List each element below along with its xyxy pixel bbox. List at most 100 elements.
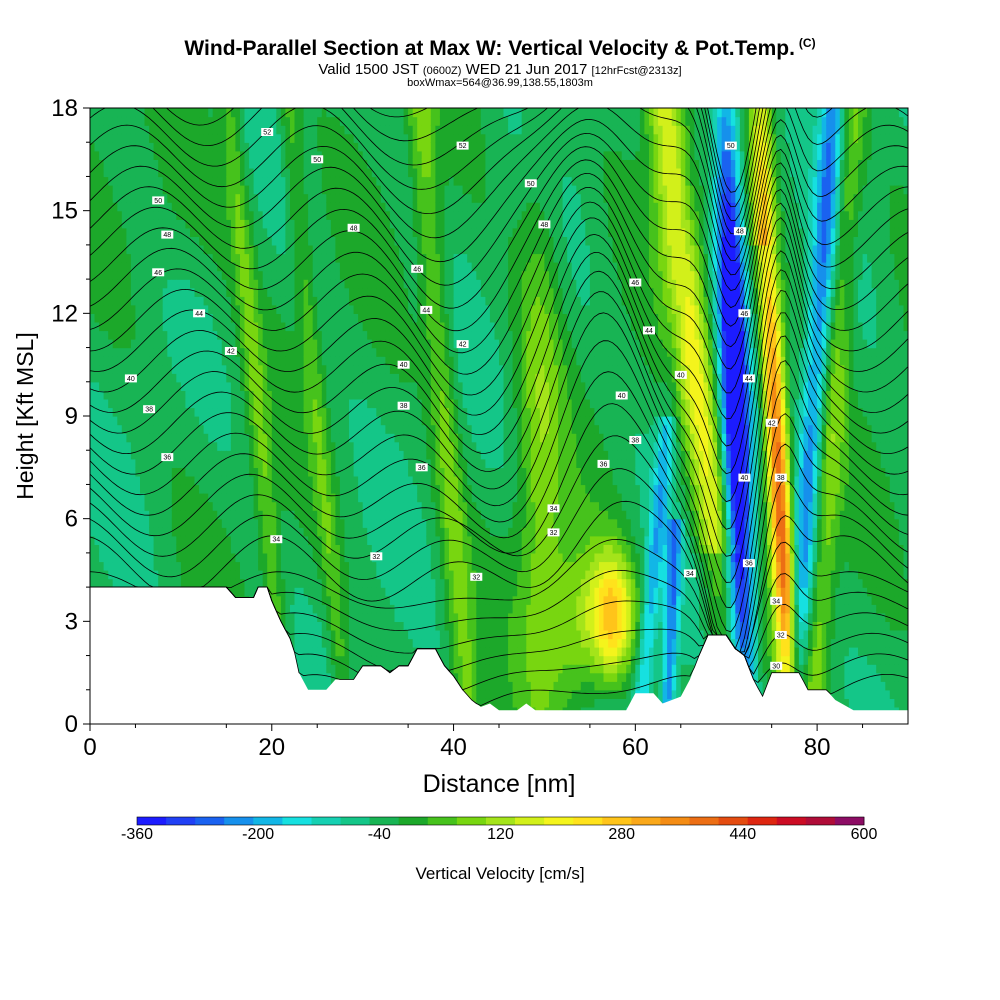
velocity-cell	[103, 347, 109, 357]
velocity-cell	[244, 578, 250, 588]
velocity-cell	[299, 133, 305, 143]
velocity-cell	[194, 475, 200, 486]
velocity-cell	[335, 595, 341, 605]
velocity-cell	[235, 321, 241, 332]
velocity-cell	[344, 210, 350, 220]
velocity-cell	[199, 253, 205, 263]
velocity-cell	[321, 493, 327, 503]
velocity-cell	[167, 219, 173, 229]
velocity-cell	[208, 527, 214, 537]
velocity-cell	[285, 185, 291, 195]
velocity-cell	[385, 236, 391, 246]
velocity-cell	[385, 193, 391, 203]
velocity-cell	[112, 578, 118, 588]
velocity-cell	[385, 313, 391, 323]
velocity-cell	[321, 219, 327, 229]
velocity-cell	[267, 227, 273, 237]
velocity-cell	[126, 287, 132, 297]
velocity-cell	[299, 604, 305, 614]
velocity-cell	[140, 484, 146, 494]
velocity-cell	[240, 108, 246, 118]
velocity-cell	[226, 381, 232, 391]
velocity-cell	[194, 193, 200, 203]
velocity-cell	[362, 185, 368, 195]
velocity-cell	[230, 108, 236, 118]
velocity-cell	[144, 236, 150, 246]
velocity-cell	[199, 270, 205, 280]
velocity-cell	[240, 544, 246, 554]
velocity-cell	[112, 475, 118, 486]
velocity-cell	[103, 416, 109, 426]
velocity-cell	[326, 296, 332, 306]
velocity-cell	[380, 535, 386, 545]
velocity-cell	[385, 364, 391, 374]
velocity-cell	[358, 621, 364, 631]
velocity-cell	[349, 570, 355, 580]
velocity-cell	[171, 304, 177, 314]
velocity-cell	[403, 612, 409, 622]
velocity-cell	[176, 125, 182, 135]
velocity-cell	[262, 287, 268, 297]
velocity-cell	[249, 227, 255, 237]
velocity-cell	[244, 493, 250, 503]
velocity-cell	[99, 347, 105, 357]
velocity-cell	[380, 544, 386, 554]
velocity-cell	[371, 390, 377, 400]
velocity-cell	[290, 621, 296, 631]
velocity-cell	[185, 176, 191, 186]
velocity-cell	[389, 253, 395, 263]
velocity-cell	[339, 304, 345, 314]
velocity-cell	[253, 433, 259, 443]
velocity-cell	[90, 339, 96, 349]
velocity-cell	[299, 330, 305, 340]
velocity-cell	[135, 108, 141, 118]
velocity-cell	[299, 629, 305, 640]
velocity-cell	[199, 193, 205, 203]
velocity-cell	[367, 244, 373, 255]
velocity-cell	[399, 176, 405, 186]
velocity-cell	[280, 561, 286, 571]
velocity-cell	[140, 356, 146, 366]
velocity-cell	[271, 561, 277, 571]
velocity-cell	[185, 373, 191, 383]
velocity-cell	[389, 561, 395, 571]
velocity-cell	[112, 484, 118, 494]
velocity-cell	[362, 339, 368, 349]
velocity-cell	[303, 159, 309, 169]
velocity-cell	[280, 441, 286, 451]
velocity-cell	[103, 304, 109, 314]
velocity-cell	[253, 321, 259, 332]
velocity-cell	[144, 390, 150, 400]
velocity-cell	[208, 398, 214, 409]
velocity-cell	[158, 253, 164, 263]
velocity-cell	[126, 210, 132, 220]
velocity-cell	[158, 381, 164, 391]
velocity-cell	[326, 552, 332, 563]
velocity-cell	[303, 133, 309, 143]
velocity-cell	[235, 433, 241, 443]
velocity-cell	[180, 202, 186, 212]
velocity-cell	[130, 433, 136, 443]
velocity-cell	[344, 339, 350, 349]
velocity-cell	[144, 219, 150, 229]
velocity-cell	[130, 510, 136, 520]
velocity-cell	[271, 416, 277, 426]
velocity-cell	[167, 510, 173, 520]
velocity-cell	[312, 219, 318, 229]
velocity-cell	[240, 458, 246, 468]
velocity-cell	[185, 279, 191, 289]
velocity-cell	[358, 219, 364, 229]
velocity-cell	[349, 236, 355, 246]
velocity-cell	[103, 390, 109, 400]
velocity-cell	[317, 647, 323, 657]
velocity-cell	[276, 433, 282, 443]
velocity-cell	[190, 433, 196, 443]
velocity-cell	[276, 501, 282, 511]
velocity-cell	[299, 510, 305, 520]
velocity-cell	[171, 493, 177, 503]
velocity-cell	[276, 133, 282, 143]
velocity-cell	[117, 253, 123, 263]
velocity-cell	[271, 595, 277, 605]
velocity-cell	[185, 552, 191, 563]
velocity-cell	[339, 570, 345, 580]
